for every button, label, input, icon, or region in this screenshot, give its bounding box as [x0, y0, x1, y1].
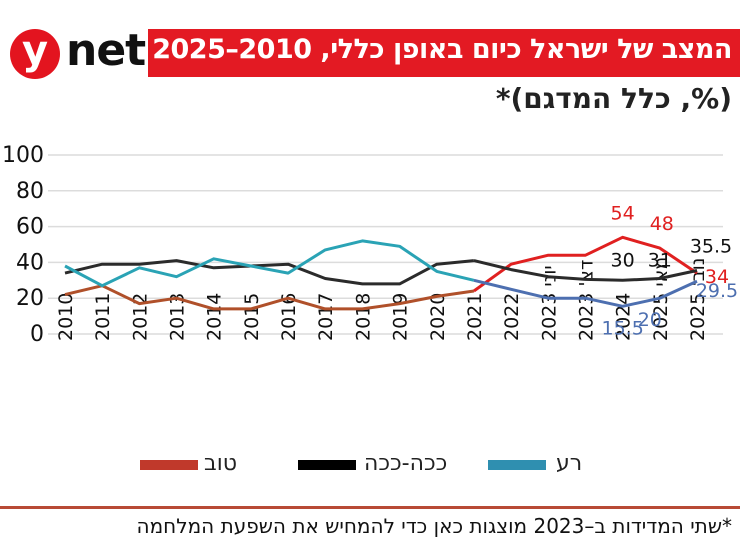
series-line-bad-early [64, 239, 475, 288]
x-tick-label: 2017 [315, 293, 337, 341]
legend-label-soso: ככה-ככה [364, 451, 448, 476]
y-tick-label: 80 [16, 179, 44, 204]
legend-label-good: טוב [204, 451, 237, 476]
chart-title: המצב של ישראל כיום באופן כללי, 2010–2025 [152, 34, 732, 65]
x-tick-label: 2022 [501, 293, 523, 341]
y-tick-label: 20 [16, 286, 44, 311]
legend-label-bad: רע [556, 451, 583, 476]
x-tick-label: 2011 [92, 293, 114, 341]
x-tick-label: 2018 [352, 293, 374, 341]
legend-swatch-bad [488, 460, 546, 470]
series-line-good-early [64, 284, 475, 311]
legend-swatch-good [140, 460, 198, 470]
series-line-bad-late [473, 278, 698, 308]
x-tick-label: 2014 [204, 293, 226, 341]
data-label-good: 34 [705, 266, 729, 288]
x-tick-label: 2013 [167, 293, 189, 341]
y-tick-label: 60 [16, 215, 44, 240]
data-label-good: 54 [611, 202, 635, 224]
data-label-bad: 15.5 [601, 317, 643, 339]
x-tick-label: 2019 [390, 293, 412, 341]
x-tick-label: 2015 [241, 293, 263, 341]
ynet-logo[interactable]: y net [8, 25, 148, 79]
ynet-logo-text: net [66, 25, 146, 76]
y-axis-ticks: 0 20 40 60 80 100 [2, 143, 44, 347]
legend-item-soso: ככה-ככה [298, 450, 488, 480]
series-line-soso-early [64, 259, 475, 286]
legend: טוב ככה-ככה רע [140, 450, 610, 480]
gridlines [48, 154, 723, 335]
legend-item-bad: רע [488, 450, 608, 480]
series-lines [64, 235, 698, 311]
series-line-soso-late [473, 259, 698, 282]
data-label-bad: 29.5 [696, 280, 738, 302]
data-label-soso: 35.5 [690, 235, 732, 257]
footnote: *שתי המדידות ב–2023 מוצגות כאן כדי להמחי… [136, 514, 733, 538]
x-tick-label: יוני 2023 [538, 265, 560, 341]
chart-subtitle: (%, כלל המדגם)* [495, 82, 732, 115]
data-label-soso: 30 [611, 249, 635, 271]
x-tick-label: נוב' 2025 [687, 258, 709, 341]
y-tick-label: 0 [30, 322, 44, 347]
data-label-bad: 20 [638, 309, 662, 331]
x-tick-label: 2020 [427, 293, 449, 341]
x-tick-label: 2010 [55, 293, 77, 341]
data-labels: 54 48 34 30 31 35.5 15.520 29.5 [601, 202, 738, 339]
ynet-logo-circle: y [10, 29, 60, 79]
x-axis-ticks: 2010 2011 2012 2013 2014 2015 2016 2017 2018 2019… [55, 257, 709, 341]
title-bar: המצב של ישראל כיום באופן כללי, 2010–2025 [148, 29, 740, 77]
legend-item-good: טוב [140, 450, 270, 480]
y-tick-label: 40 [16, 250, 44, 275]
series-line-good-late [473, 235, 698, 293]
data-label-good: 48 [650, 213, 674, 235]
x-tick-label: 2012 [129, 293, 151, 341]
x-tick-label: 2016 [278, 293, 300, 341]
x-tick-label: 2021 [464, 293, 486, 341]
divider [0, 506, 740, 509]
y-tick-label: 100 [2, 143, 44, 168]
data-label-soso: 31 [648, 250, 672, 272]
legend-swatch-soso [298, 460, 356, 470]
